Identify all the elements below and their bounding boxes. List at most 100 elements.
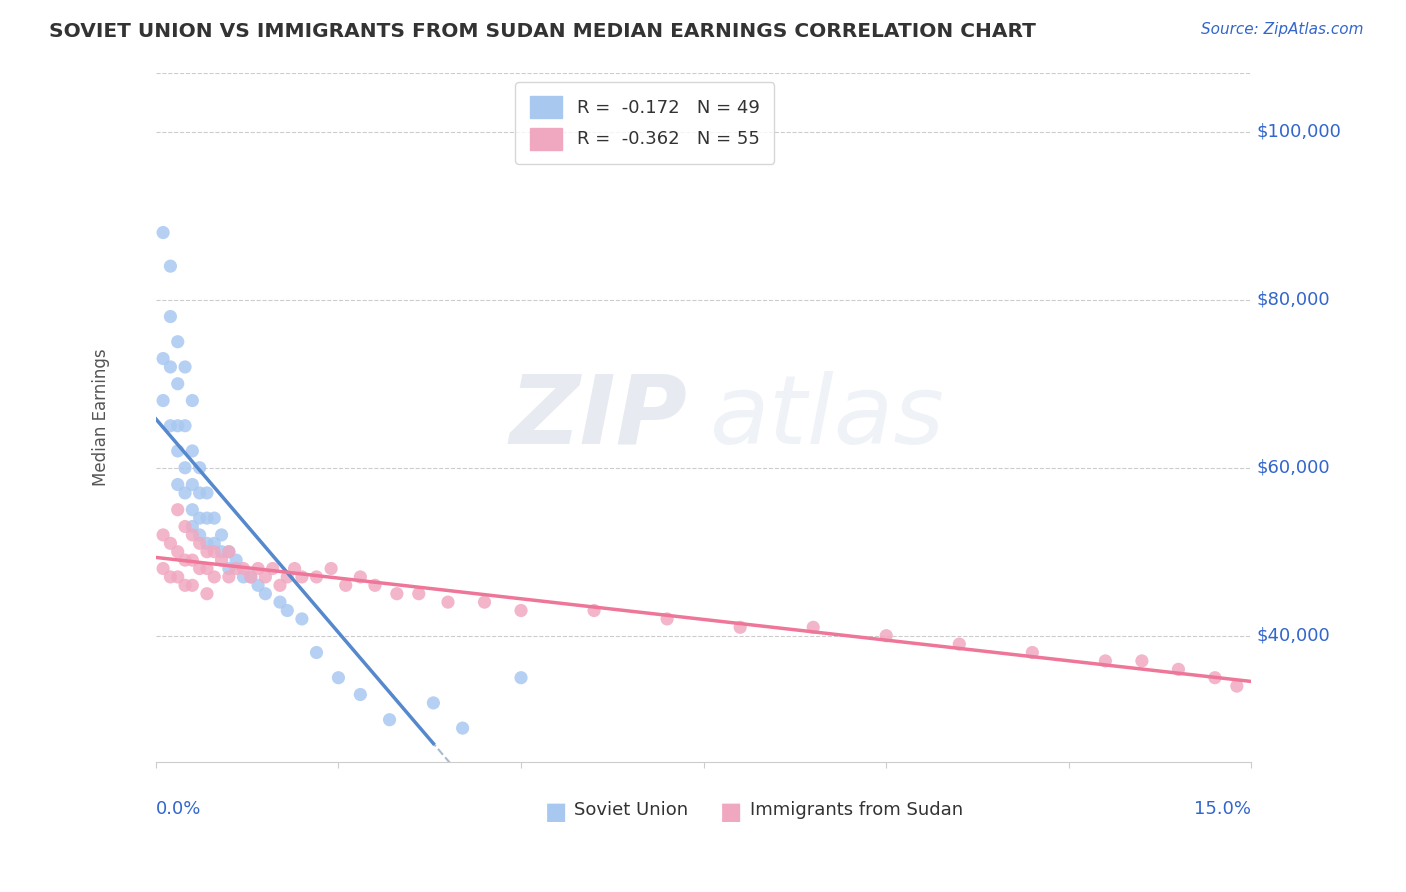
Point (174, 486, 197, 500)
Point (225, 553, 247, 567)
Point (159, 418, 181, 433)
Point (202, 511, 225, 525)
Point (378, 713, 401, 727)
Point (291, 570, 314, 584)
Point (202, 536, 225, 550)
Point (195, 511, 218, 525)
Point (159, 570, 181, 584)
Legend: R =  -0.172   N = 49, R =  -0.362   N = 55: R = -0.172 N = 49, R = -0.362 N = 55 (516, 82, 775, 164)
Point (247, 561, 270, 575)
Point (247, 578, 270, 592)
Point (159, 359, 181, 374)
Text: $80,000: $80,000 (1257, 291, 1330, 309)
Point (1226, 679, 1249, 693)
Point (181, 502, 204, 516)
Point (181, 477, 204, 491)
Point (152, 226, 174, 240)
Point (195, 536, 218, 550)
Point (195, 561, 218, 575)
Point (262, 561, 284, 575)
Point (202, 545, 225, 559)
Point (364, 578, 387, 592)
Text: $40,000: $40,000 (1257, 627, 1330, 645)
Point (152, 351, 174, 366)
Text: ■: ■ (720, 799, 742, 823)
Text: 0.0%: 0.0% (156, 799, 201, 818)
Point (166, 502, 188, 516)
Point (655, 612, 678, 626)
Text: $100,000: $100,000 (1257, 123, 1341, 141)
Text: ZIP: ZIP (509, 371, 688, 464)
Point (232, 570, 254, 584)
Point (254, 570, 277, 584)
Point (174, 359, 197, 374)
Point (728, 620, 751, 634)
Point (174, 519, 197, 533)
Point (276, 570, 298, 584)
Point (232, 561, 254, 575)
Point (188, 561, 211, 575)
Point (254, 587, 277, 601)
Point (510, 671, 533, 685)
Point (305, 646, 328, 660)
Point (239, 570, 262, 584)
Point (174, 553, 197, 567)
Point (218, 561, 240, 575)
Point (211, 553, 233, 567)
Point (321, 561, 343, 575)
Point (1130, 654, 1153, 668)
Point (181, 393, 204, 408)
Text: 15.0%: 15.0% (1195, 799, 1251, 818)
Point (474, 595, 496, 609)
Point (276, 603, 298, 617)
Point (195, 587, 218, 601)
Point (166, 444, 188, 458)
Point (284, 561, 307, 575)
Point (1204, 671, 1226, 685)
Point (1021, 646, 1043, 660)
Point (875, 629, 897, 643)
Point (174, 578, 197, 592)
Point (174, 460, 197, 475)
Point (174, 418, 197, 433)
Point (1167, 662, 1189, 676)
Point (181, 553, 204, 567)
Point (166, 570, 188, 584)
Point (152, 561, 174, 575)
Point (166, 334, 188, 349)
Point (218, 545, 240, 559)
Point (305, 570, 328, 584)
Point (408, 587, 430, 601)
Point (195, 486, 218, 500)
Text: Median Earnings: Median Earnings (91, 349, 110, 486)
Point (335, 578, 357, 592)
Text: $60,000: $60,000 (1257, 458, 1330, 476)
Point (801, 620, 824, 634)
Point (218, 570, 240, 584)
Point (239, 570, 262, 584)
Point (948, 637, 970, 651)
Point (349, 570, 371, 584)
Point (583, 603, 606, 617)
Point (211, 528, 233, 542)
Point (269, 595, 291, 609)
Point (166, 418, 188, 433)
Point (451, 721, 474, 735)
Point (166, 477, 188, 491)
Point (437, 595, 460, 609)
Point (159, 310, 181, 324)
Point (218, 545, 240, 559)
Point (152, 528, 174, 542)
Point (202, 570, 225, 584)
Point (510, 603, 533, 617)
Text: atlas: atlas (709, 371, 943, 464)
Text: SOVIET UNION VS IMMIGRANTS FROM SUDAN MEDIAN EARNINGS CORRELATION CHART: SOVIET UNION VS IMMIGRANTS FROM SUDAN ME… (49, 22, 1036, 41)
Point (195, 545, 218, 559)
Point (159, 536, 181, 550)
Point (269, 578, 291, 592)
Point (422, 696, 444, 710)
Point (181, 578, 204, 592)
Point (159, 259, 181, 273)
Point (385, 587, 408, 601)
Point (328, 671, 350, 685)
